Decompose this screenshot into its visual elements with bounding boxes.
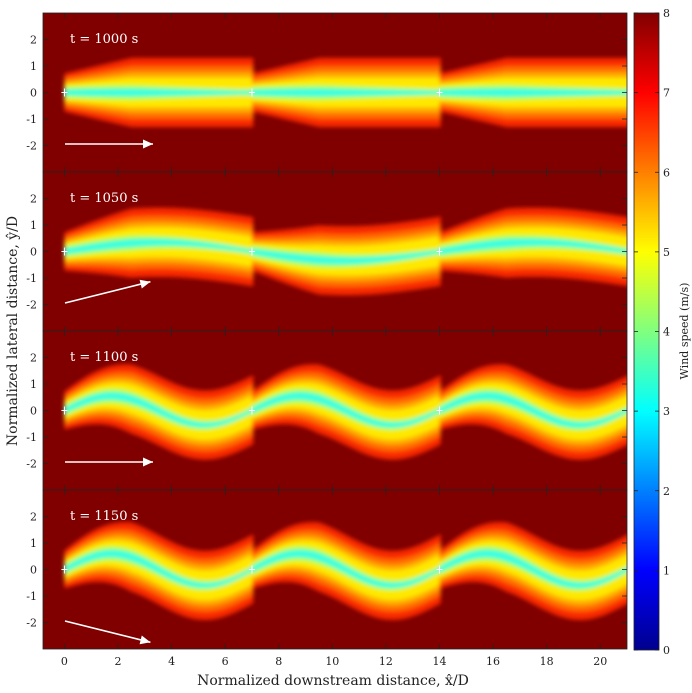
y-tick-label: 0 bbox=[30, 405, 37, 418]
wake-field bbox=[64, 58, 627, 127]
y-tick-label: 2 bbox=[30, 511, 37, 524]
y-tick-label: -2 bbox=[26, 458, 37, 471]
wake-contour bbox=[439, 239, 627, 254]
y-tick-label: 2 bbox=[30, 193, 37, 206]
y-tick-label: -2 bbox=[26, 299, 37, 312]
panel-time-label: t = 1150 s bbox=[70, 509, 138, 524]
wind-arrow-head bbox=[143, 457, 153, 467]
panel-time-label: t = 1000 s bbox=[70, 32, 138, 47]
x-tick-label: 16 bbox=[486, 655, 500, 668]
panel-time-label: t = 1100 s bbox=[70, 350, 138, 365]
wake-contour bbox=[439, 393, 627, 428]
wake-panel: t = 1150 s -2 -1 0 1 2 bbox=[26, 489, 628, 650]
wake-contour bbox=[64, 393, 254, 427]
x-tick-label: 20 bbox=[593, 655, 607, 668]
colorbar-title: Wind speed (m/s) bbox=[678, 283, 691, 380]
x-axis-title: Normalized downstream distance, x̂/D bbox=[197, 673, 469, 689]
y-tick-label: -1 bbox=[26, 272, 37, 285]
wake-field bbox=[64, 522, 627, 620]
colorbar-tick-label: 8 bbox=[663, 7, 670, 20]
colorbar-tick-label: 1 bbox=[663, 564, 670, 577]
wake-panel: t = 1050 s -2 -1 0 1 2 bbox=[26, 171, 628, 332]
y-tick-label: -2 bbox=[26, 140, 37, 153]
wake-panel: t = 1000 s -2 -1 0 1 2 bbox=[26, 12, 628, 173]
colorbar-tick-label: 7 bbox=[663, 87, 670, 100]
x-tick-label: 6 bbox=[222, 655, 229, 668]
x-tick-label: 12 bbox=[379, 655, 393, 668]
x-tick-label: 10 bbox=[325, 655, 339, 668]
panel-time-label: t = 1050 s bbox=[70, 191, 138, 206]
y-tick-label: -1 bbox=[26, 431, 37, 444]
colorbar-tick-label: 2 bbox=[663, 485, 670, 498]
y-tick-label: 1 bbox=[30, 60, 37, 73]
wake-contour bbox=[252, 393, 441, 428]
x-tick-label: 14 bbox=[432, 655, 446, 668]
wake-contour bbox=[252, 550, 441, 588]
y-tick-label: 1 bbox=[30, 378, 37, 391]
wake-field bbox=[64, 207, 627, 296]
wake-contour bbox=[439, 550, 627, 588]
y-tick-label: 0 bbox=[30, 87, 37, 100]
wind-arrow-head bbox=[143, 139, 153, 149]
y-tick-label: -1 bbox=[26, 590, 37, 603]
colorbar-ticks: 0 1 2 3 4 5 6 7 8 bbox=[634, 7, 670, 657]
y-tick-label: 1 bbox=[30, 537, 37, 550]
y-tick-label: 1 bbox=[30, 219, 37, 232]
y-tick-label: 0 bbox=[30, 246, 37, 259]
x-tick-label: 0 bbox=[61, 655, 68, 668]
wake-contour bbox=[64, 89, 254, 96]
y-tick-label: 2 bbox=[30, 352, 37, 365]
wake-contour bbox=[439, 89, 627, 96]
wake-field bbox=[64, 364, 627, 460]
wake-contour bbox=[64, 237, 254, 256]
wind-direction-arrow bbox=[64, 620, 151, 644]
wake-contour bbox=[439, 237, 627, 256]
colorbar-tick-label: 4 bbox=[663, 326, 670, 339]
x-tick-label: 18 bbox=[540, 655, 554, 668]
colorbar-tick-label: 3 bbox=[663, 405, 670, 418]
colorbar-tick-label: 0 bbox=[663, 644, 670, 657]
x-tick-label: 8 bbox=[275, 655, 282, 668]
wake-contour bbox=[252, 89, 441, 96]
colorbar: 0 1 2 3 4 5 6 7 8 Wind speed (m/s) bbox=[633, 7, 691, 657]
y-axis-title: Normalized lateral distance, ŷ/D bbox=[4, 216, 21, 446]
colorbar-tick-label: 5 bbox=[663, 246, 670, 259]
wind-direction-arrow bbox=[64, 280, 151, 304]
y-tick-label: 0 bbox=[30, 564, 37, 577]
wake-contour bbox=[64, 550, 254, 588]
x-tick-label: 4 bbox=[168, 655, 175, 668]
wake-contour bbox=[252, 247, 441, 266]
y-tick-label: -2 bbox=[26, 617, 37, 630]
wake-panel: t = 1100 s -2 -1 0 1 2 bbox=[26, 330, 628, 491]
wake-contour bbox=[252, 249, 441, 264]
wind-arrow-head bbox=[139, 635, 151, 645]
colorbar-tick-label: 6 bbox=[663, 166, 670, 179]
wind-arrow-head bbox=[139, 279, 151, 289]
y-tick-label: 2 bbox=[30, 34, 37, 47]
wake-contour bbox=[64, 239, 254, 254]
x-axis: 0 2 4 6 8 10 12 14 16 18 20 bbox=[61, 655, 607, 668]
x-tick-label: 2 bbox=[115, 655, 122, 668]
y-tick-label: -1 bbox=[26, 113, 37, 126]
